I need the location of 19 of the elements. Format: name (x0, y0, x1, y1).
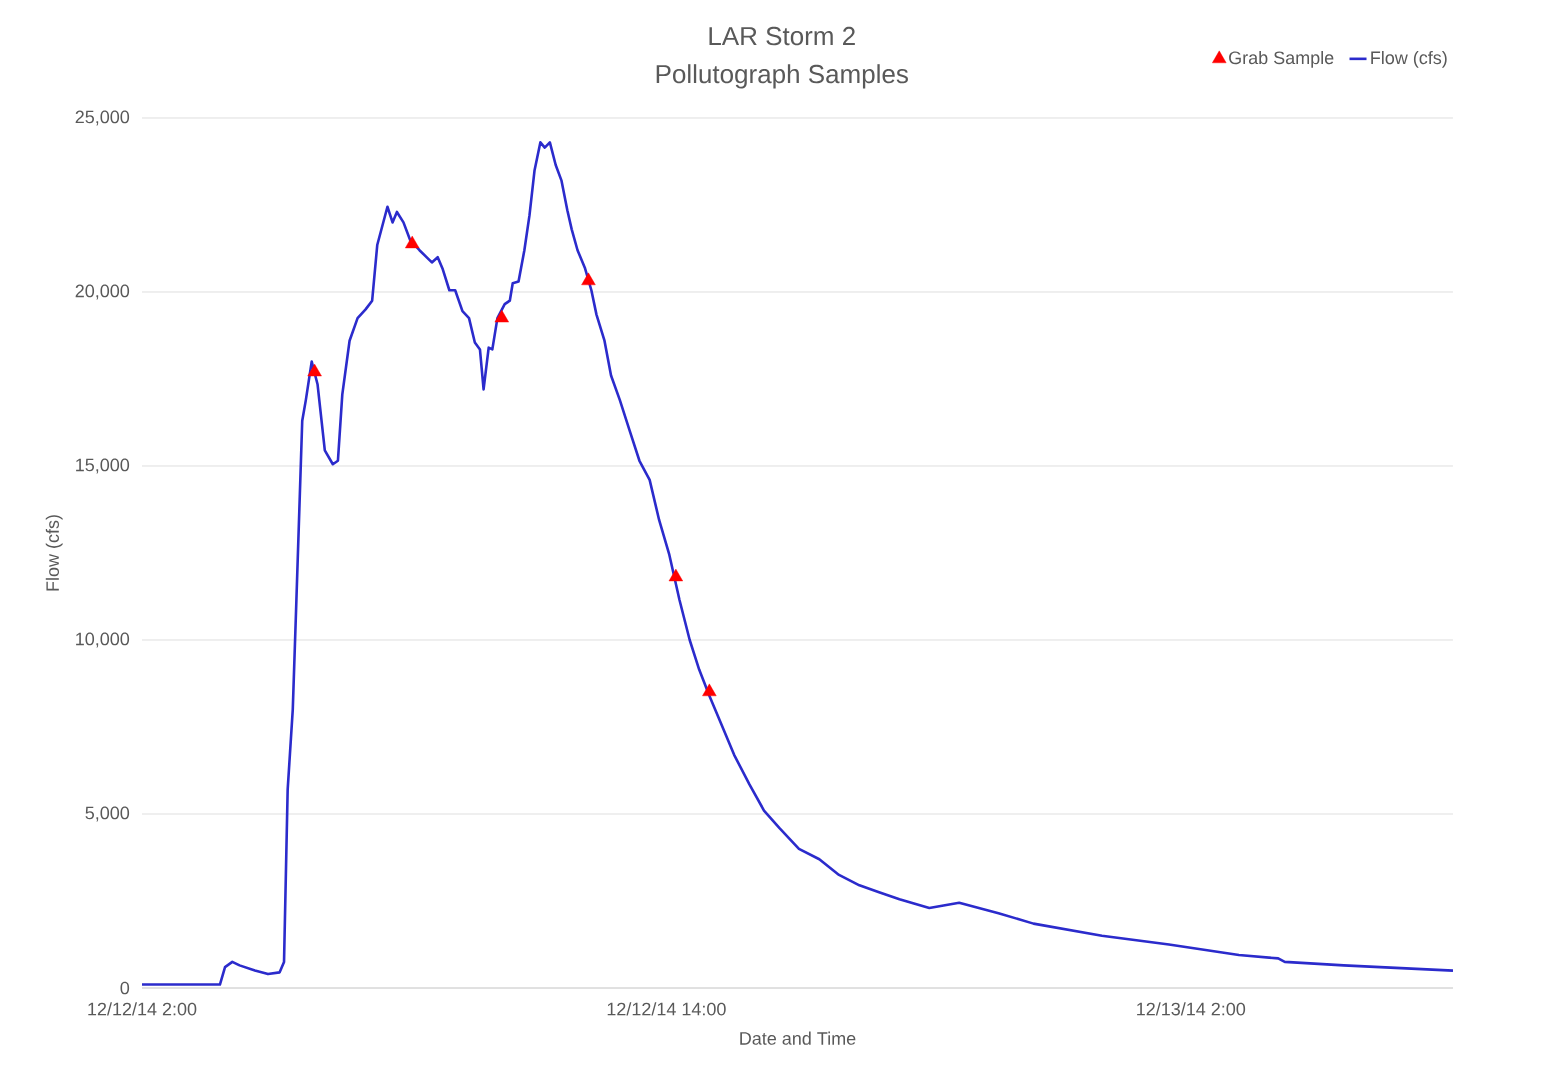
x-tick-label: 12/13/14 2:00 (1137, 1002, 1246, 1016)
legend-label: Grab Sample (1229, 50, 1334, 68)
y-axis-title: Flow (cfs) (45, 515, 63, 591)
y-tick-label: 25,000 (75, 110, 130, 126)
point (581, 272, 596, 286)
point (405, 235, 420, 249)
x-tick-label: 12/12/14 14:00 (607, 1002, 726, 1016)
point (668, 568, 683, 582)
y-tick-label: 20,000 (75, 284, 130, 300)
x-axis-title: Date and Time (740, 1031, 856, 1045)
y-tick-label: 15,000 (76, 458, 130, 474)
x-tick-label: 12/12/14 2:00 (88, 1002, 197, 1016)
y-tick-label: 5,000 (85, 806, 130, 822)
y-tick-label: 0 (120, 981, 130, 995)
legend-label: Flow (cfs) (1371, 50, 1447, 68)
chart-subtitle: Pollutograph Samples (656, 64, 908, 89)
y-tick-label: 10,000 (76, 632, 130, 648)
chart-title: LAR Storm 2 (709, 26, 855, 46)
point (494, 309, 509, 323)
